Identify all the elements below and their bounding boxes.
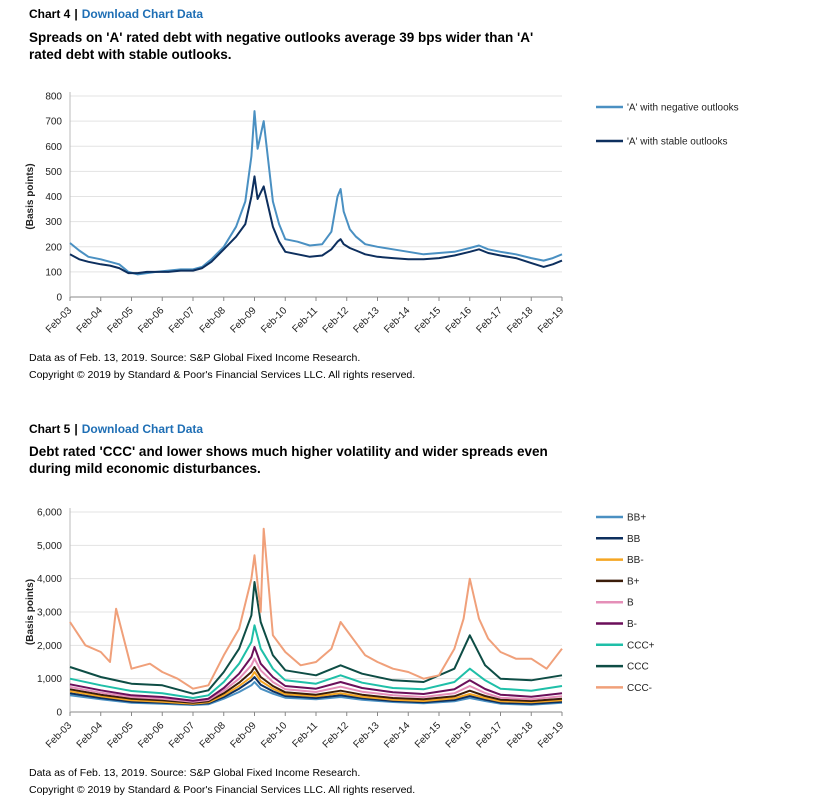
x-tick-label: Feb-08 (198, 720, 228, 750)
x-tick-label: Feb-12 (321, 720, 351, 750)
chart-4-download-link[interactable]: Download Chart Data (81, 7, 204, 21)
chart-5-label: Chart 5 (29, 422, 71, 436)
x-tick-label: Feb-10 (259, 720, 289, 750)
legend-label: BB (627, 534, 641, 545)
x-tick-label: Feb-17 (474, 720, 504, 750)
x-tick-label: Feb-06 (136, 720, 166, 750)
legend-label: B+ (627, 576, 640, 587)
legend-label: 'A' with stable outlooks (627, 137, 728, 148)
y-tick-label: 400 (45, 192, 62, 203)
y-tick-label: 5,000 (37, 541, 62, 552)
legend-label: B (627, 598, 634, 609)
legend-label: BB+ (627, 513, 646, 524)
x-tick-label: Feb-15 (413, 720, 443, 750)
header-separator: | (74, 422, 78, 436)
chart-5-download-link[interactable]: Download Chart Data (81, 422, 204, 436)
y-tick-label: 500 (45, 167, 62, 178)
series-line-1 (69, 175, 563, 275)
legend-label: CCC+ (627, 640, 655, 651)
y-tick-label: 0 (56, 708, 62, 719)
y-tick-label: 600 (45, 142, 62, 153)
header-separator: | (74, 7, 78, 21)
x-tick-label: Feb-14 (382, 720, 412, 750)
x-tick-label: Feb-03 (44, 720, 74, 750)
y-tick-label: 0 (56, 293, 62, 304)
y-tick-label: 100 (45, 267, 62, 278)
series-line-6 (69, 624, 563, 699)
legend-label: BB- (627, 555, 644, 566)
y-tick-label: 1,000 (37, 674, 62, 685)
series-line-7 (69, 581, 563, 695)
chart-5-header: Chart 5 | Download Chart Data (29, 422, 203, 436)
legend-label: CCC (627, 662, 649, 673)
x-tick-label: Feb-13 (351, 720, 381, 750)
series-line-3 (69, 666, 563, 704)
chart-4-source-note: Data as of Feb. 13, 2019. Source: S&P Gl… (29, 352, 361, 364)
chart-5-copyright: Copyright © 2019 by Standard & Poor's Fi… (29, 784, 416, 796)
y-tick-label: 700 (45, 117, 62, 128)
x-tick-label: Feb-16 (444, 720, 474, 750)
x-tick-label: Feb-05 (105, 720, 135, 750)
series-line-2 (69, 671, 563, 705)
y-tick-label: 6,000 (37, 508, 62, 519)
chart-4-copyright: Copyright © 2019 by Standard & Poor's Fi… (29, 369, 416, 381)
y-tick-label: 300 (45, 217, 62, 228)
legend-label: CCC- (627, 683, 652, 694)
y-axis-label: (Basis points) (25, 163, 36, 229)
x-tick-label: Feb-04 (75, 720, 105, 750)
series-line-5 (69, 646, 563, 702)
x-tick-label: Feb-19 (536, 720, 566, 750)
series-line-4 (69, 657, 563, 703)
y-tick-label: 3,000 (37, 608, 62, 619)
chart-4-label: Chart 4 (29, 7, 71, 21)
series-line-8 (69, 527, 563, 690)
chart-4-header: Chart 4 | Download Chart Data (29, 7, 203, 21)
x-tick-label: Feb-11 (290, 720, 320, 750)
y-axis-label: (Basis points) (25, 579, 36, 645)
y-tick-label: 2,000 (37, 641, 62, 652)
y-tick-label: 200 (45, 242, 62, 253)
x-tick-label: Feb-09 (228, 720, 258, 750)
legend-label: 'A' with negative outlooks (627, 103, 739, 114)
x-tick-label: Feb-18 (505, 720, 535, 750)
chart-5-source-note: Data as of Feb. 13, 2019. Source: S&P Gl… (29, 767, 361, 779)
y-tick-label: 4,000 (37, 574, 62, 585)
x-tick-label: Feb-07 (167, 720, 197, 750)
chart-5-title: Debt rated 'CCC' and lower shows much hi… (29, 444, 548, 476)
y-tick-label: 800 (45, 92, 62, 103)
legend-label: B- (627, 619, 637, 630)
chart-4-title: Spreads on 'A' rated debt with negative … (29, 30, 534, 62)
